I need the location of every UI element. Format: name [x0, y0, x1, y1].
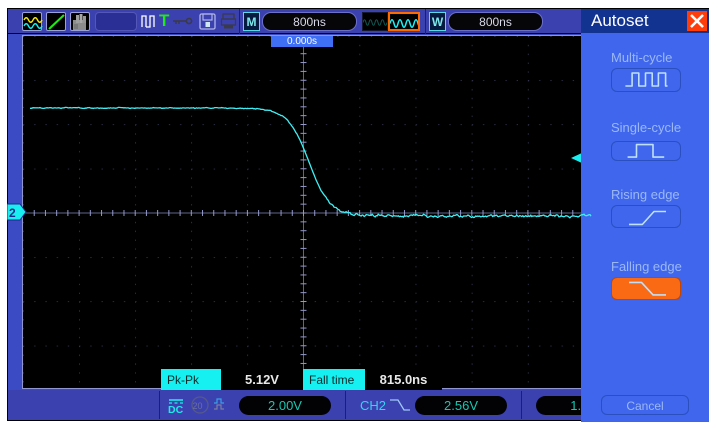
svg-text:2: 2: [9, 206, 16, 220]
svg-text:20: 20: [193, 401, 203, 411]
svg-text:DC: DC: [168, 404, 184, 415]
